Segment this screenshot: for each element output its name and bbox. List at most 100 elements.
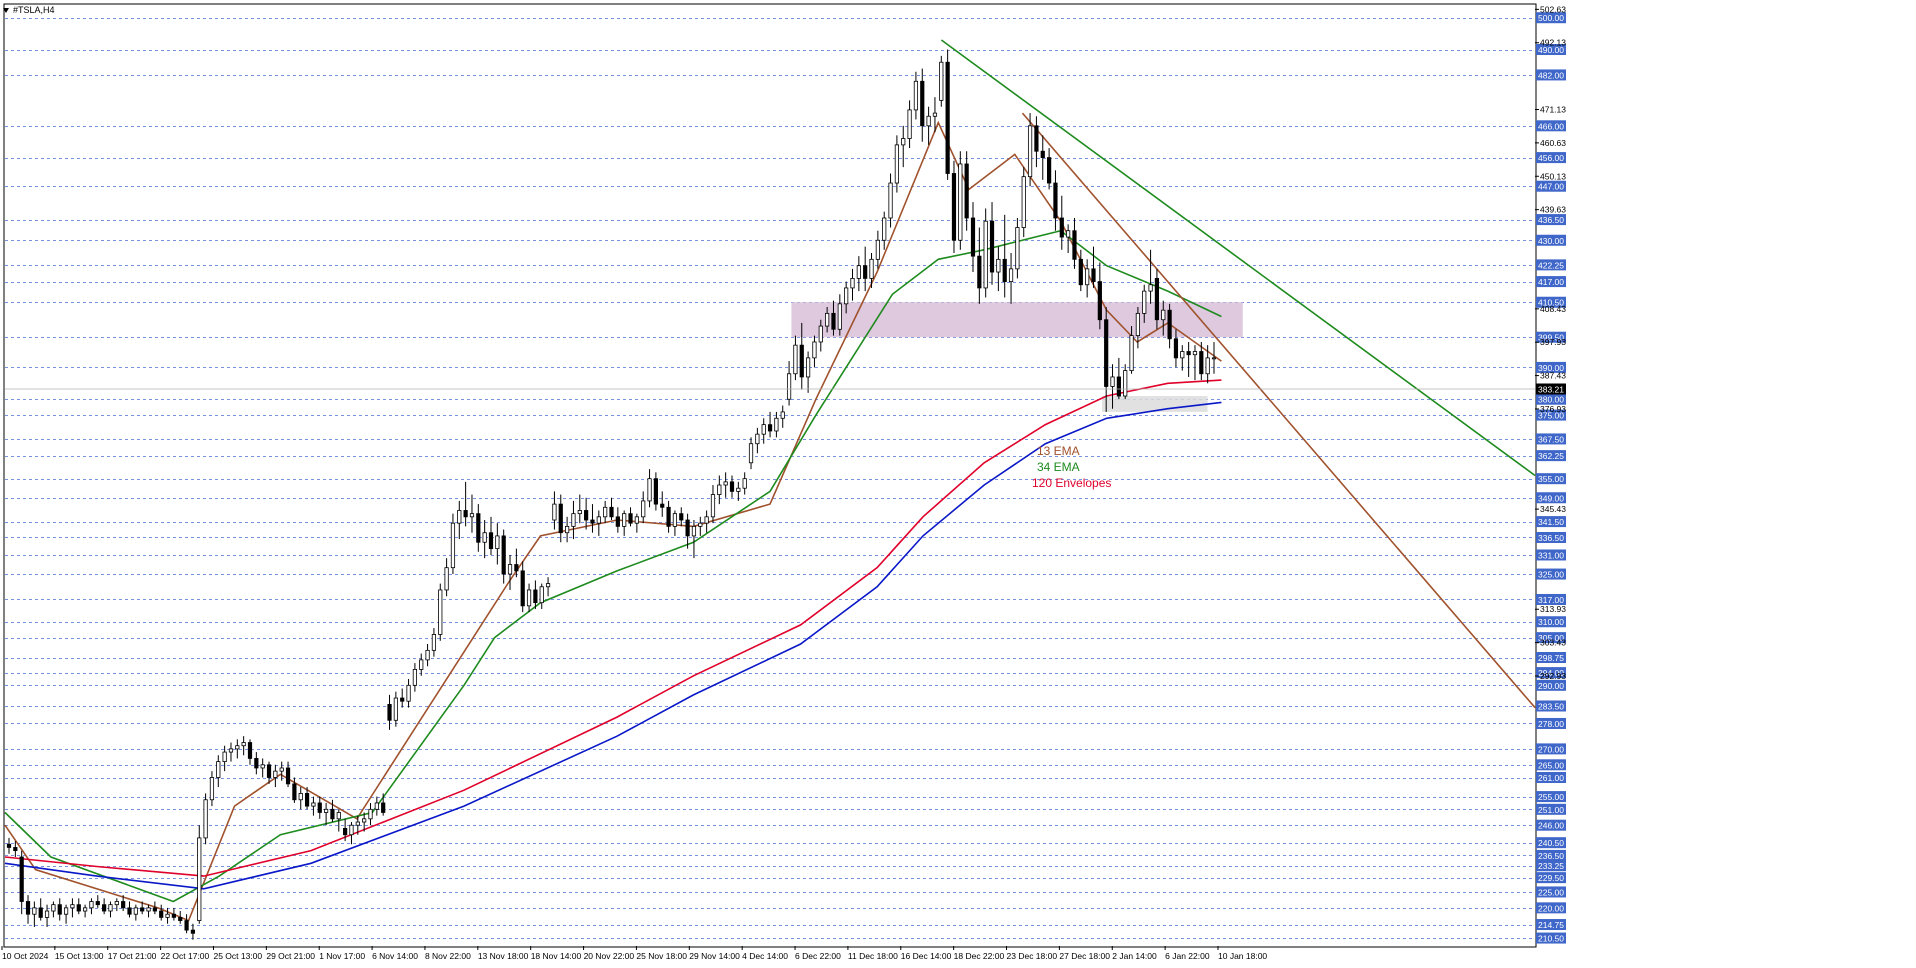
scale-tick-label: 460.63	[1540, 138, 1566, 148]
candle-body	[856, 265, 861, 279]
price-level-badge	[1536, 296, 1566, 308]
time-label: 27 Dec 18:00	[1059, 951, 1110, 961]
price-level-label: 436.50	[1538, 215, 1564, 225]
indicator-line	[4, 401, 1222, 890]
price-level-badge	[1536, 120, 1566, 132]
time-label: 6 Dec 22:00	[795, 951, 841, 961]
price-level-badge	[1536, 69, 1566, 81]
price-level-badge	[1536, 234, 1566, 246]
candle-body	[266, 764, 272, 778]
price-level-label: 422.25	[1538, 260, 1564, 270]
candle-body	[1154, 277, 1160, 321]
price-level-badge	[1536, 44, 1566, 56]
price-level-label: 349.00	[1538, 493, 1564, 503]
time-label: 10 Oct 2024	[2, 951, 49, 961]
price-level-label: 331.00	[1538, 550, 1564, 560]
time-label: 15 Oct 13:00	[55, 951, 104, 961]
legend-120-envelopes: 120 Envelopes	[1032, 476, 1112, 490]
candle-body	[894, 144, 899, 184]
candle-body	[438, 589, 443, 635]
candle-body	[140, 907, 145, 912]
candle-body	[647, 478, 652, 502]
candle-body	[1110, 376, 1115, 387]
candle-body	[83, 907, 88, 912]
candle-body	[520, 570, 525, 607]
candle-body	[653, 478, 658, 505]
price-level-badge	[1536, 819, 1566, 831]
candle-body	[533, 589, 538, 604]
price-level-badge	[1536, 393, 1566, 405]
candle-body	[1192, 351, 1198, 356]
scale-tick-label: 303.43	[1540, 638, 1566, 648]
price-level-label: 214.75	[1538, 920, 1564, 930]
price-level-badge	[1536, 531, 1566, 543]
price-level-label: 430.00	[1538, 236, 1564, 246]
zone-rectangle	[791, 302, 1243, 338]
price-level-badge	[1536, 492, 1566, 504]
price-level-label: 362.25	[1538, 451, 1564, 461]
plot-frame	[3, 3, 1537, 948]
price-level-badge	[1536, 516, 1566, 528]
legend-34-ema: 34 EMA	[1037, 460, 1080, 474]
triangle-down-icon[interactable]	[3, 8, 9, 14]
trendline[interactable]	[940, 39, 1536, 477]
price-level-label: 251.00	[1538, 805, 1564, 815]
candle-body	[507, 564, 513, 575]
price-level-badge	[1536, 12, 1566, 24]
candle-body	[1053, 182, 1058, 219]
candle-body	[355, 821, 360, 826]
trendline[interactable]	[1021, 112, 1536, 709]
price-level-badge	[1536, 860, 1566, 872]
candle-body	[863, 265, 868, 279]
time-label: 2 Jan 14:00	[1112, 951, 1157, 961]
candle-body	[254, 758, 259, 769]
candle-body	[44, 910, 50, 918]
price-level-label: 310.00	[1538, 617, 1564, 627]
candle-body	[1167, 309, 1172, 340]
price-level-label: 355.00	[1538, 474, 1564, 484]
candle-body	[57, 904, 62, 915]
price-level-badge	[1536, 180, 1566, 192]
candle-body	[419, 659, 424, 670]
candle-body	[38, 907, 43, 918]
price-level-badge	[1536, 667, 1566, 679]
price-level-badge	[1536, 759, 1566, 771]
price-level-label: 417.00	[1538, 277, 1564, 287]
candle-body	[628, 513, 633, 524]
candle-body	[672, 513, 678, 527]
candle-body	[951, 173, 957, 241]
candle-body	[565, 525, 570, 534]
candle-body	[691, 525, 697, 537]
candle-body	[304, 793, 310, 807]
scale-tick-label: 345.43	[1540, 504, 1566, 514]
price-level-badge	[1536, 872, 1566, 884]
candle-body	[869, 258, 874, 279]
candle-body	[349, 824, 354, 836]
candle-body	[882, 217, 887, 241]
time-label: 17 Oct 21:00	[108, 951, 157, 961]
candle-body	[545, 583, 551, 588]
candle-body	[679, 513, 684, 521]
candle-body	[159, 910, 164, 918]
candle-body	[641, 500, 646, 518]
candle-body	[1021, 176, 1026, 228]
candle-body	[495, 535, 500, 550]
price-level-badge	[1536, 886, 1566, 898]
candle-body	[400, 697, 405, 702]
price-level-label: 410.50	[1538, 298, 1564, 308]
price-level-badge	[1536, 791, 1566, 803]
candle-body	[1034, 125, 1039, 152]
scale-tick-label: 492.13	[1540, 38, 1566, 48]
candle-body	[374, 802, 379, 810]
candle-body	[1161, 309, 1166, 321]
candle-body	[482, 532, 487, 543]
candle-body	[666, 506, 671, 527]
time-label: 10 Jan 18:00	[1218, 951, 1267, 961]
candle-body	[51, 904, 56, 912]
legend-13-ema: 13 EMA	[1037, 444, 1080, 458]
candle-body	[70, 904, 75, 909]
candle-body	[615, 516, 620, 527]
candle-body	[190, 929, 196, 934]
candle-body	[152, 907, 157, 912]
